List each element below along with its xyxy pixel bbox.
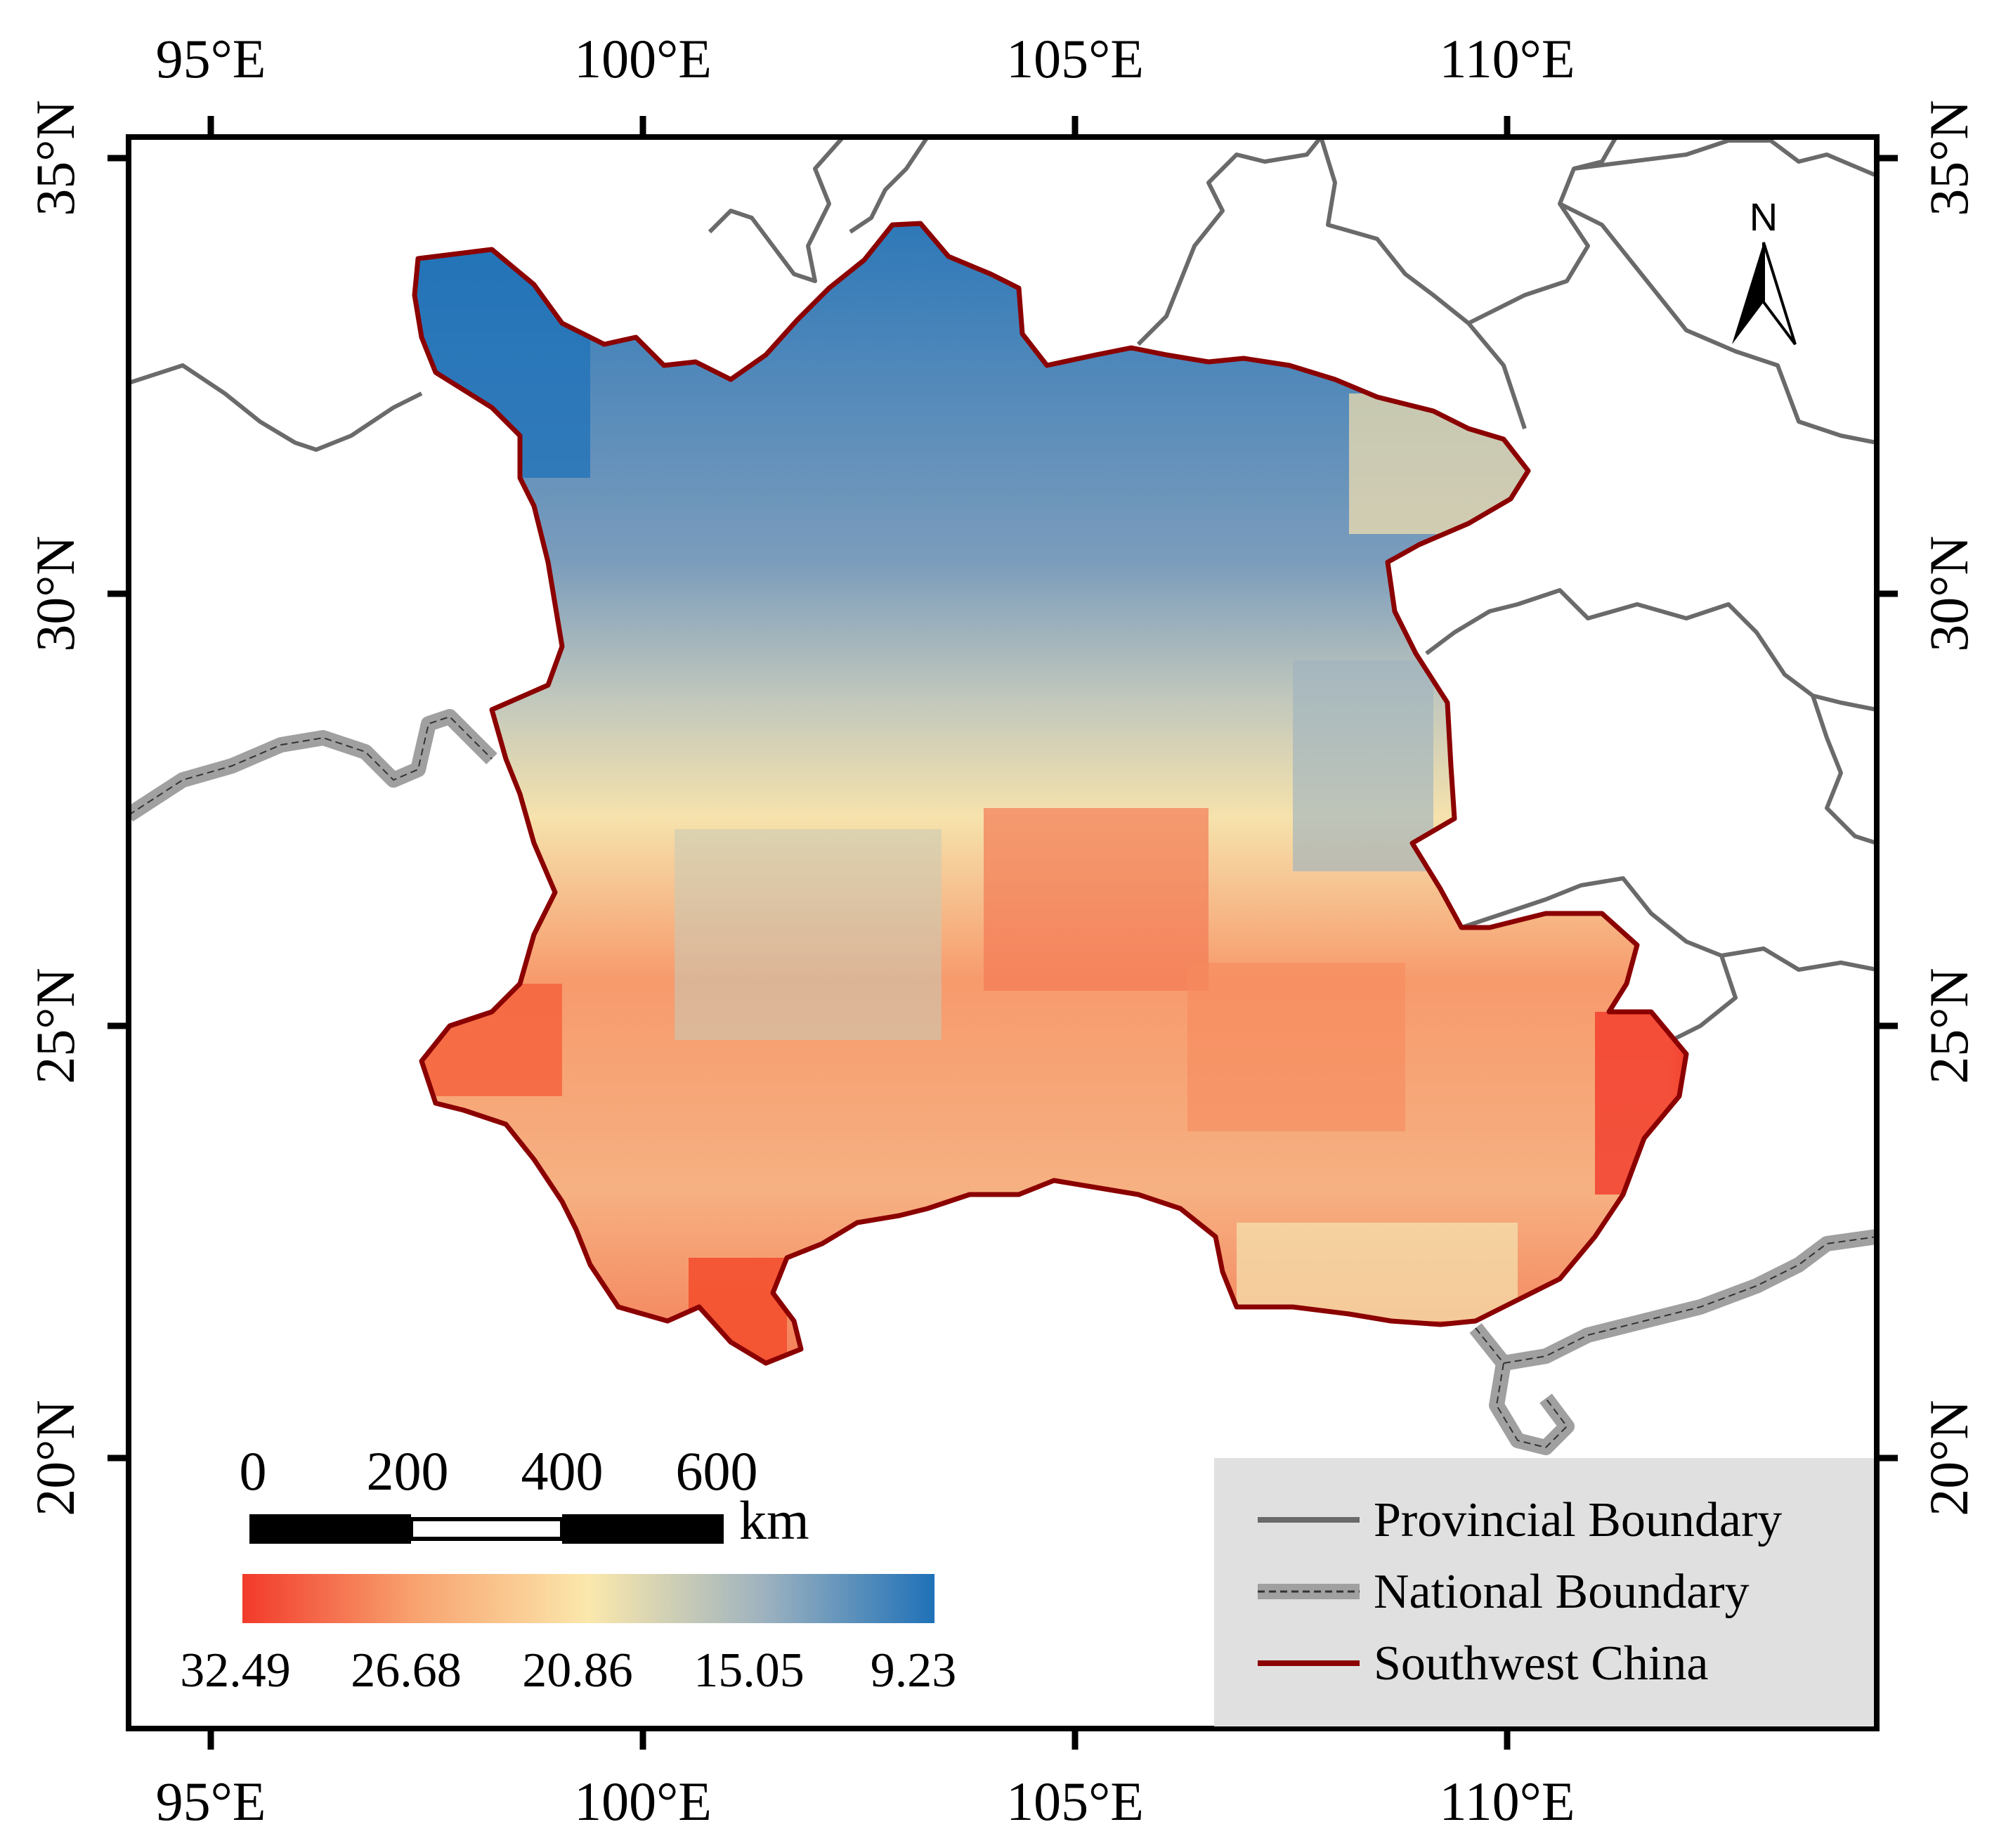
color-bar-label-3: 15.05 [693, 1644, 805, 1698]
scale-segment-1 [249, 1514, 411, 1544]
lon-label-110-top: 110°E [1440, 28, 1575, 89]
color-bar: 32.49 26.68 20.86 15.05 9.23 [180, 1574, 956, 1698]
scale-segment-3 [562, 1514, 724, 1544]
lat-label-30-left: 30°N [25, 535, 86, 652]
lon-label-105-top: 105°E [1006, 28, 1144, 89]
lat-label-35-right: 35°N [1918, 100, 1979, 216]
lat-label-20-right: 20°N [1918, 1400, 1979, 1516]
color-bar-label-1: 26.68 [351, 1644, 462, 1698]
lon-label-100-bottom: 100°E [574, 1771, 712, 1832]
longitude-axis-top: 95°E 100°E 105°E 110°E [156, 28, 1575, 137]
scale-label-600: 600 [676, 1440, 758, 1502]
legend-item-national: National Boundary [1258, 1565, 1750, 1619]
lon-label-95-top: 95°E [156, 28, 266, 89]
scale-label-0: 0 [240, 1440, 267, 1502]
lat-label-30-right: 30°N [1918, 535, 1979, 652]
north-arrow: N [1732, 195, 1797, 346]
map-content [129, 137, 1877, 1455]
lat-label-35-left: 35°N [25, 100, 86, 216]
color-bar-label-0: 32.49 [180, 1644, 291, 1698]
legend-item-provincial: Provincial Boundary [1258, 1493, 1782, 1547]
color-bar-label-4: 9.23 [871, 1644, 957, 1698]
southwest-china-boundary [412, 221, 1689, 1366]
legend: Provincial Boundary National Boundary So… [1214, 1458, 1874, 1726]
legend-label-national: National Boundary [1374, 1565, 1750, 1619]
lon-label-110-bottom: 110°E [1440, 1771, 1575, 1832]
map-frame [126, 134, 1880, 1731]
national-boundary [129, 709, 1877, 1455]
color-bar-label-2: 20.86 [522, 1644, 633, 1698]
scale-label-400: 400 [521, 1440, 604, 1502]
north-arrow-icon [1732, 242, 1797, 346]
lat-label-25-right: 25°N [1918, 968, 1979, 1084]
lon-label-95-bottom: 95°E [156, 1771, 266, 1832]
scale-unit: km [739, 1490, 809, 1551]
lat-label-20-left: 20°N [25, 1400, 86, 1516]
scale-segment-2 [409, 1517, 564, 1541]
lon-label-105-bottom: 105°E [1006, 1771, 1144, 1832]
north-arrow-label: N [1750, 195, 1778, 239]
longitude-axis-bottom: 95°E 100°E 105°E 110°E [156, 1729, 1575, 1832]
scale-bar: 0 200 400 600 km [240, 1440, 809, 1551]
latitude-axis-right: 35°N 30°N 25°N 20°N [1877, 100, 1979, 1516]
color-bar-gradient [242, 1574, 934, 1623]
scale-label-200: 200 [367, 1440, 449, 1502]
latitude-axis-left: 35°N 30°N 25°N 20°N [25, 100, 129, 1516]
lat-label-25-left: 25°N [25, 968, 86, 1084]
legend-item-southwest-china: Southwest China [1258, 1636, 1708, 1691]
southwest-china-region [415, 223, 1686, 1363]
legend-label-provincial: Provincial Boundary [1374, 1493, 1782, 1547]
lon-label-100-top: 100°E [574, 28, 712, 89]
legend-label-southwest-china: Southwest China [1374, 1636, 1708, 1691]
